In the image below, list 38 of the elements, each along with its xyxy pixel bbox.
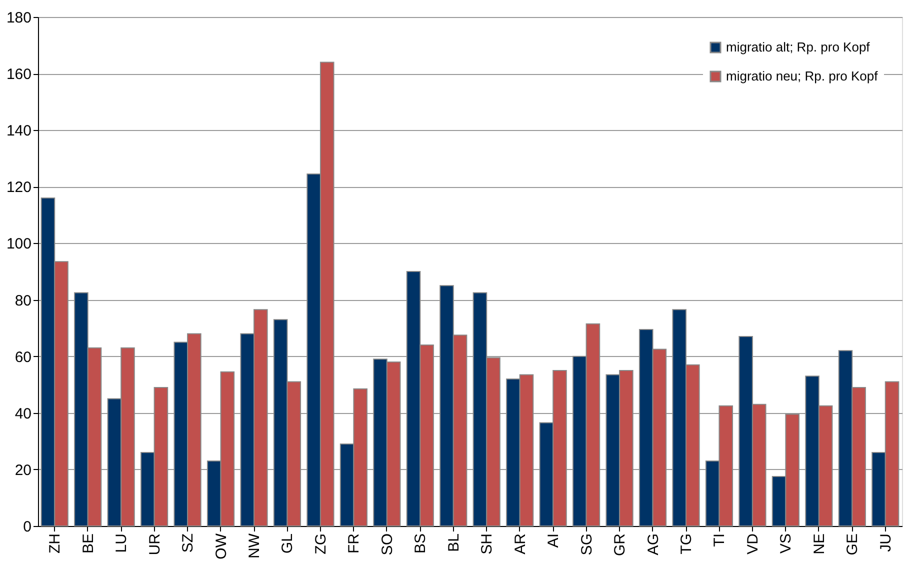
x-tick-label: BE bbox=[80, 534, 97, 554]
x-tick-label: VD bbox=[744, 533, 762, 554]
x-tick-label: JU bbox=[877, 534, 894, 552]
y-tick-label: 0 bbox=[23, 518, 32, 536]
x-tick-label: BS bbox=[412, 534, 430, 554]
x-tick-label: AI bbox=[545, 534, 562, 548]
x-tick-label: FR bbox=[346, 533, 363, 554]
x-tick-label: NW bbox=[246, 532, 263, 558]
y-tick-label: 160 bbox=[6, 66, 32, 84]
y-tick-label: 20 bbox=[14, 462, 32, 479]
y-tick-label: 40 bbox=[14, 405, 32, 422]
x-tick-label: TI bbox=[711, 534, 728, 547]
y-tick-label: 60 bbox=[14, 348, 32, 366]
x-tick-label: SG bbox=[578, 534, 596, 556]
x-tick-label: SZ bbox=[180, 534, 197, 553]
legend-label: migratio neu; Rp. pro Kopf bbox=[726, 68, 878, 84]
x-tick-label: ZH bbox=[46, 534, 64, 554]
x-tick-label: LU bbox=[113, 534, 130, 553]
x-tick-label: TG bbox=[678, 534, 695, 554]
x-tick-label: SO bbox=[378, 534, 396, 556]
y-tick-label: 100 bbox=[6, 236, 32, 253]
x-tick-label: OW bbox=[212, 532, 230, 560]
x-tick-label: VS bbox=[778, 534, 795, 554]
legend-label: migratio alt; Rp. pro Kopf bbox=[726, 40, 870, 54]
x-tick-label: AR bbox=[512, 533, 529, 554]
x-tick-label: NE bbox=[810, 534, 828, 554]
x-tick-label: GR bbox=[612, 533, 629, 556]
x-tick-label: AG bbox=[644, 534, 662, 556]
x-tick-label: SH bbox=[478, 534, 496, 554]
y-tick-label: 180 bbox=[6, 10, 32, 26]
x-tick-label: GE bbox=[844, 534, 862, 556]
x-tick-label: ZG bbox=[312, 534, 330, 554]
y-tick-label: 140 bbox=[6, 122, 32, 140]
x-tick-label: BL bbox=[445, 534, 462, 552]
x-tick-label: GL bbox=[279, 534, 296, 554]
y-tick-label: 80 bbox=[14, 292, 32, 310]
x-tick-label: UR bbox=[146, 533, 164, 556]
y-tick-label: 120 bbox=[6, 179, 32, 196]
